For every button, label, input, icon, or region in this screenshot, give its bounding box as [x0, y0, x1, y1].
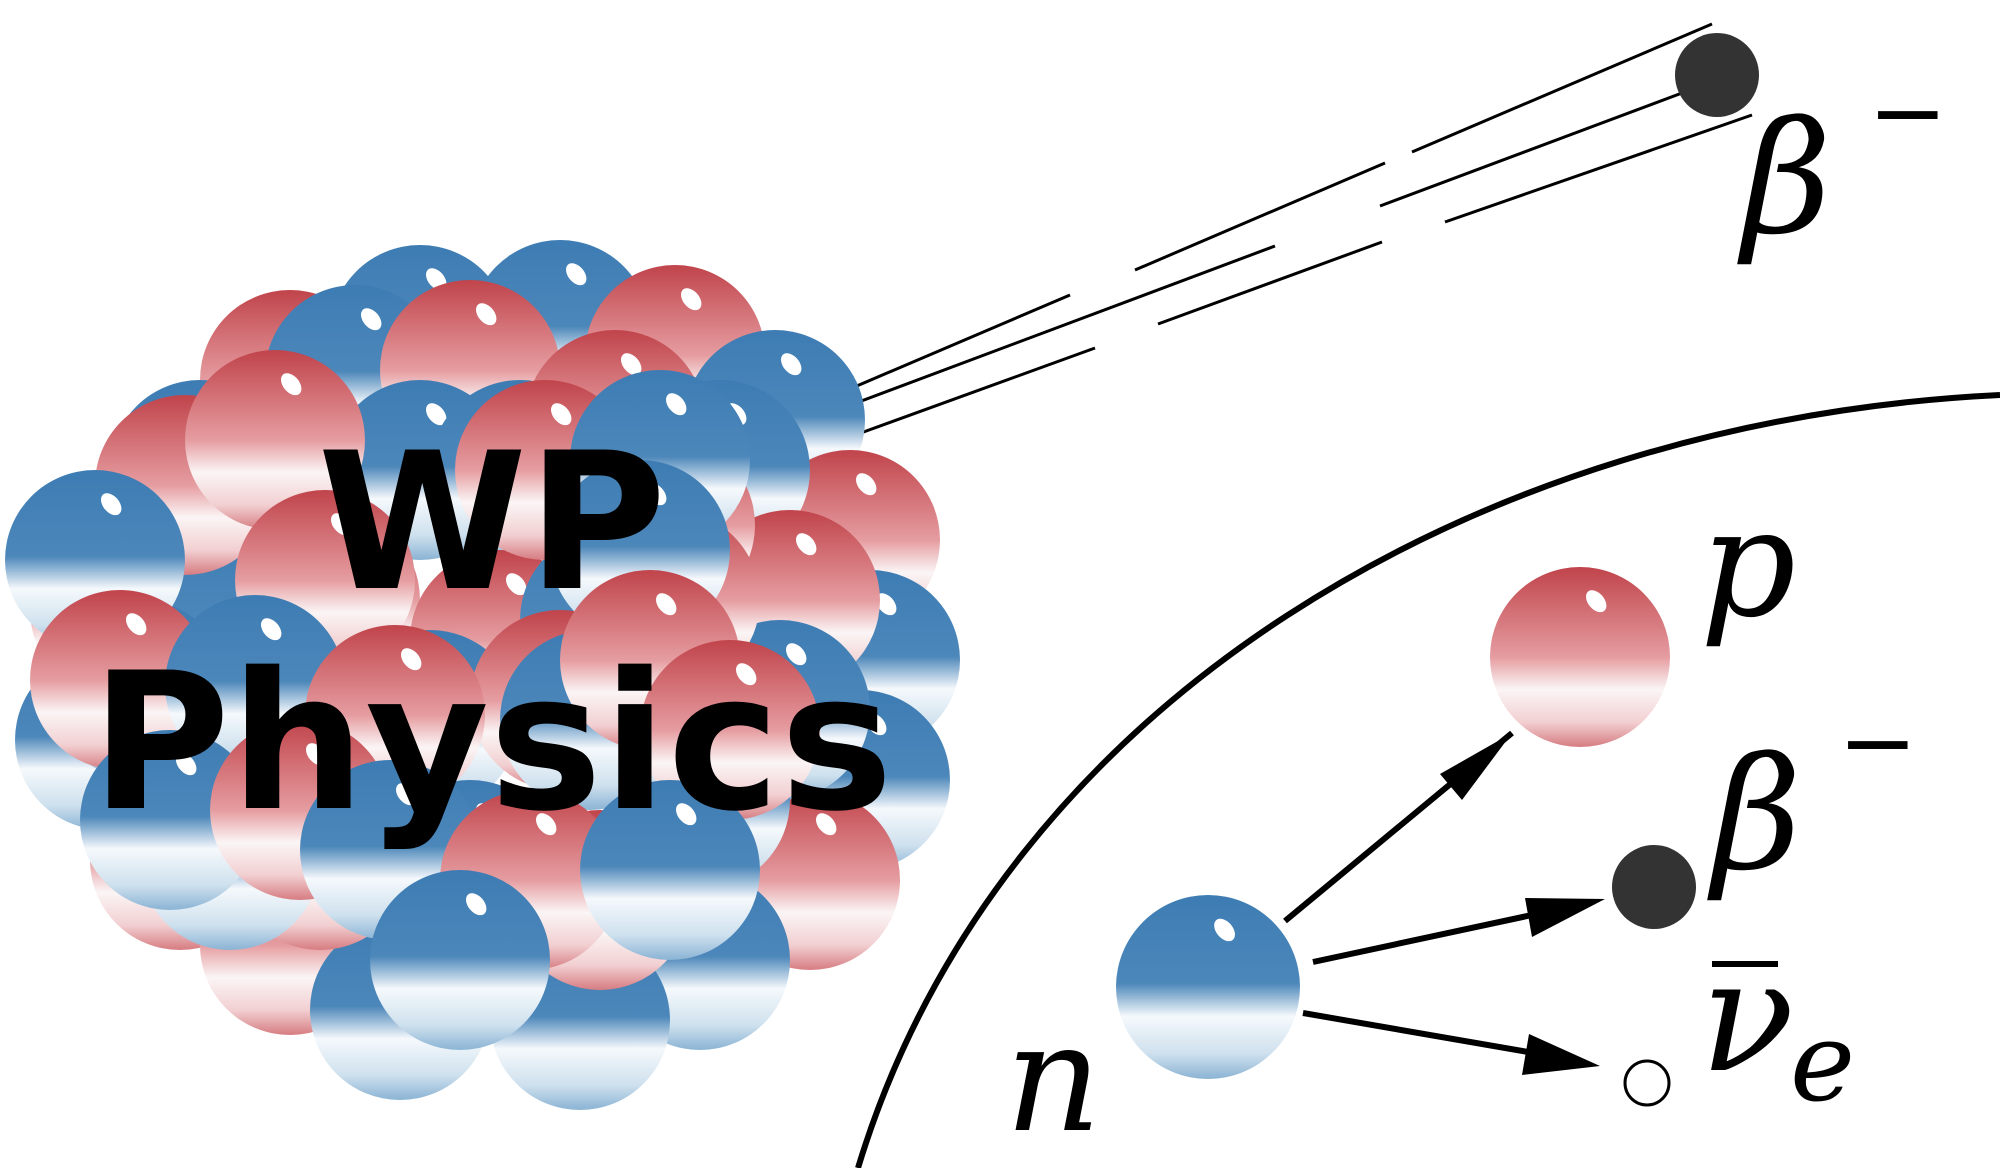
sphere-highlight [620, 353, 642, 376]
emitted-beta-label: β − [1737, 58, 1948, 269]
sphere-highlight [1585, 590, 1607, 613]
sphere-highlight [680, 288, 702, 311]
nucleus-boundary-arc [855, 392, 2000, 1168]
sphere-highlight [305, 743, 327, 766]
sphere-highlight [400, 648, 422, 671]
trail-line [1411, 22, 1713, 154]
sphere-highlight [655, 593, 677, 616]
trail-line [847, 244, 1276, 408]
sphere-highlight [395, 783, 417, 806]
sphere-highlight [785, 643, 807, 666]
sphere-body [30, 590, 210, 770]
emitted-beta-charge: − [1868, 58, 1948, 168]
logo-line-2: Physics [91, 632, 893, 853]
product-electron [1612, 845, 1696, 929]
logo-line-1: WP [318, 412, 667, 633]
sphere-highlight [505, 573, 527, 596]
sphere-highlight [645, 483, 667, 506]
sphere-highlight [360, 308, 382, 331]
sphere-highlight [260, 618, 282, 641]
antineutrino-symbol: ν [1700, 926, 1794, 1107]
proton-sphere [1490, 567, 1670, 747]
arrow-to-electron [1312, 912, 1533, 965]
trail-line [1379, 88, 1691, 208]
decay-products [1116, 567, 1670, 1079]
proton-sphere [640, 640, 820, 820]
neutron-sphere [1116, 895, 1300, 1079]
emitted-beta-symbol: β [1737, 88, 1832, 269]
sphere-highlight [815, 813, 837, 836]
logo: WP Physics [91, 412, 893, 853]
trail-line [1444, 113, 1753, 224]
sphere-highlight [550, 403, 572, 426]
trail-line [857, 346, 1096, 436]
sphere-highlight [125, 613, 147, 636]
antineutrino-subscript: e [1790, 998, 1855, 1126]
sphere-body [580, 780, 760, 960]
sphere-highlight [425, 403, 447, 426]
sphere-body [640, 640, 820, 820]
proton-sphere [185, 350, 365, 530]
sphere-highlight [735, 663, 757, 686]
sphere-highlight [1214, 918, 1235, 942]
neutron-sphere [580, 780, 760, 960]
sphere-body [1490, 567, 1670, 747]
arrow-head-electron [1525, 898, 1605, 937]
product-antineutrino [1623, 1059, 1671, 1107]
sphere-highlight [780, 353, 802, 376]
sphere-body [185, 350, 365, 530]
sphere-highlight [565, 263, 587, 286]
trail-line [844, 293, 1071, 393]
neutron-sphere [370, 870, 550, 1050]
trail-line [1134, 161, 1386, 272]
emission-trails [844, 22, 1753, 436]
trail-line [1157, 240, 1383, 326]
sphere-highlight [175, 753, 197, 776]
beta-label-symbol: β [1707, 724, 1802, 905]
sphere-highlight [425, 268, 447, 291]
sphere-body [370, 870, 550, 1050]
sphere-highlight [330, 513, 352, 536]
sphere-highlight [875, 593, 897, 616]
sphere-highlight [665, 393, 687, 416]
sphere-highlight [675, 803, 697, 826]
proton-label: p [1700, 477, 1796, 651]
decay-arrows [1283, 730, 1605, 1075]
neutron-label: n [1005, 992, 1102, 1166]
sphere-highlight [795, 533, 817, 556]
sphere-body [1116, 895, 1300, 1079]
emitted-electron [1675, 33, 1759, 117]
neutron-sphere [80, 730, 260, 910]
antineutrino-label: ν e [1700, 926, 1855, 1126]
sphere-body [80, 730, 260, 910]
decay-labels: n p β − ν e [1005, 477, 1918, 1166]
sphere-highlight [100, 493, 122, 516]
arrow-head-proton [1440, 733, 1512, 800]
sphere-highlight [475, 303, 497, 326]
proton-sphere [30, 590, 210, 770]
sphere-highlight [855, 473, 877, 496]
sphere-highlight [865, 713, 887, 736]
arrow-head-antineutrino [1522, 1034, 1600, 1075]
nucleus-cluster [5, 240, 960, 1110]
arrow-to-antineutrino [1302, 1010, 1529, 1055]
sphere-highlight [465, 893, 487, 916]
beta-label-charge: − [1838, 688, 1918, 798]
sphere-highlight [280, 373, 302, 396]
sphere-highlight [535, 813, 557, 836]
